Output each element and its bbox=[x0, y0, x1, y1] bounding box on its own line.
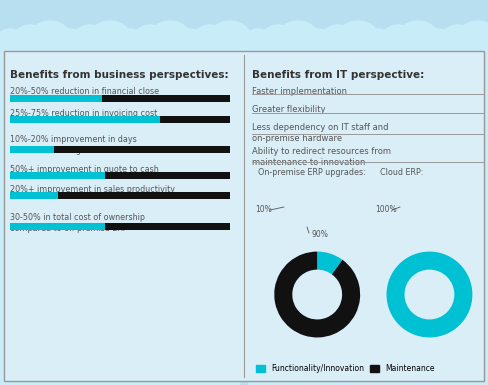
Circle shape bbox=[54, 29, 86, 61]
Circle shape bbox=[274, 21, 322, 69]
Text: Faster implementation: Faster implementation bbox=[252, 87, 347, 96]
Circle shape bbox=[130, 25, 170, 65]
Text: 10%-20% improvement in days
sales outstanding: 10%-20% improvement in days sales outsta… bbox=[10, 135, 137, 155]
Wedge shape bbox=[317, 251, 343, 275]
FancyBboxPatch shape bbox=[104, 172, 230, 179]
Text: 50%+ improvement in quote to cash: 50%+ improvement in quote to cash bbox=[10, 165, 159, 174]
Circle shape bbox=[190, 25, 230, 65]
FancyBboxPatch shape bbox=[0, 45, 240, 385]
Circle shape bbox=[302, 29, 334, 61]
Circle shape bbox=[362, 29, 394, 61]
Wedge shape bbox=[386, 251, 472, 338]
Circle shape bbox=[454, 21, 488, 69]
Circle shape bbox=[206, 21, 254, 69]
FancyBboxPatch shape bbox=[10, 223, 104, 230]
Text: Cloud ERP:: Cloud ERP: bbox=[380, 168, 424, 177]
Text: Less dependency on IT staff and
on-premise hardware: Less dependency on IT staff and on-premi… bbox=[252, 123, 388, 143]
Text: 90%: 90% bbox=[311, 230, 328, 239]
Text: 20%+ improvement in sales productivity: 20%+ improvement in sales productivity bbox=[10, 185, 175, 194]
Circle shape bbox=[422, 29, 454, 61]
Circle shape bbox=[378, 25, 418, 65]
Circle shape bbox=[86, 21, 134, 69]
FancyBboxPatch shape bbox=[10, 146, 54, 153]
Legend: Functionality/Innovation, Maintenance: Functionality/Innovation, Maintenance bbox=[256, 364, 435, 373]
Circle shape bbox=[394, 21, 442, 69]
Text: 10%: 10% bbox=[255, 205, 272, 214]
Wedge shape bbox=[274, 251, 360, 338]
Text: Ability to redirect resources from
maintenance to innovation: Ability to redirect resources from maint… bbox=[252, 147, 391, 167]
Text: 20%-50% reduction in financial close: 20%-50% reduction in financial close bbox=[10, 87, 159, 96]
FancyBboxPatch shape bbox=[10, 172, 104, 179]
Text: Greater flexibility: Greater flexibility bbox=[252, 105, 325, 114]
Circle shape bbox=[146, 21, 194, 69]
FancyBboxPatch shape bbox=[10, 192, 59, 199]
Text: 25%-75% reduction in invoicing cost: 25%-75% reduction in invoicing cost bbox=[10, 109, 157, 118]
FancyBboxPatch shape bbox=[104, 223, 230, 230]
Circle shape bbox=[258, 25, 298, 65]
Circle shape bbox=[242, 29, 274, 61]
Circle shape bbox=[318, 25, 358, 65]
FancyBboxPatch shape bbox=[4, 51, 484, 381]
Text: Benefits from business perspectives:: Benefits from business perspectives: bbox=[10, 70, 228, 80]
Text: Benefits from IT perspective:: Benefits from IT perspective: bbox=[252, 70, 424, 80]
Circle shape bbox=[26, 21, 74, 69]
FancyBboxPatch shape bbox=[59, 192, 230, 199]
FancyBboxPatch shape bbox=[10, 116, 160, 123]
Text: 30-50% in total cost of ownership
compared to on-premise ERP: 30-50% in total cost of ownership compar… bbox=[10, 213, 145, 233]
FancyBboxPatch shape bbox=[102, 95, 230, 102]
Text: On-premise ERP upgrades:: On-premise ERP upgrades: bbox=[258, 168, 366, 177]
Circle shape bbox=[174, 29, 206, 61]
Circle shape bbox=[0, 29, 26, 61]
FancyBboxPatch shape bbox=[10, 95, 102, 102]
FancyBboxPatch shape bbox=[248, 45, 488, 385]
Circle shape bbox=[334, 21, 382, 69]
FancyBboxPatch shape bbox=[160, 116, 230, 123]
Circle shape bbox=[114, 29, 146, 61]
FancyBboxPatch shape bbox=[54, 146, 230, 153]
Text: 100%: 100% bbox=[375, 205, 397, 214]
Circle shape bbox=[438, 25, 478, 65]
Circle shape bbox=[70, 25, 110, 65]
Circle shape bbox=[10, 25, 50, 65]
